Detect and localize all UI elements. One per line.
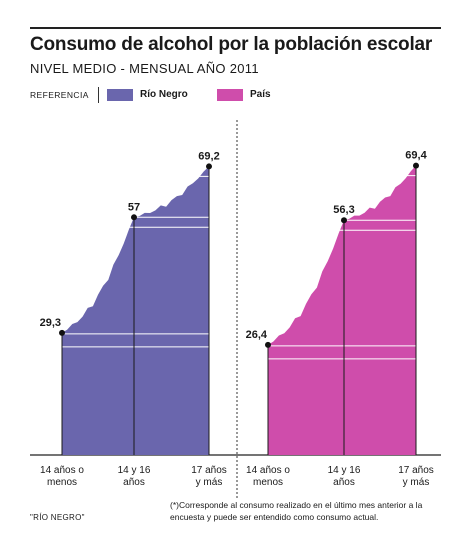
- data-label-rio-negro-1: 57: [128, 201, 140, 213]
- data-point-rio-negro-0: [59, 329, 65, 336]
- data-point-rio-negro-2: [206, 163, 212, 170]
- legend-swatch-rio-negro: [107, 89, 133, 101]
- legend-heading: REFERENCIA: [30, 90, 89, 100]
- tick-label-rio-negro-2-1: y más: [196, 477, 223, 488]
- data-label-pais-1: 56,3: [333, 204, 354, 216]
- tick-label-rio-negro-0-1: menos: [47, 477, 77, 488]
- data-point-pais-1: [341, 217, 347, 224]
- area-pais: [268, 165, 416, 455]
- tick-label-pais-0-1: menos: [253, 477, 283, 488]
- tick-label-rio-negro-0-0: 14 años o: [40, 465, 84, 476]
- title-rule: [30, 27, 441, 29]
- tick-label-rio-negro-2-0: 17 años: [191, 465, 227, 476]
- data-point-rio-negro-1: [131, 214, 137, 221]
- tick-label-pais-0-0: 14 años o: [246, 465, 290, 476]
- tick-label-pais-2-0: 17 años: [398, 465, 434, 476]
- area-rio-negro: [62, 166, 209, 455]
- legend-label-pais: País: [250, 89, 271, 100]
- data-point-pais-2: [413, 162, 419, 169]
- data-label-rio-negro-0: 29,3: [40, 317, 61, 329]
- chart-subtitle: NIVEL MEDIO - MENSUAL AÑO 2011: [30, 61, 259, 76]
- data-label-rio-negro-2: 69,2: [198, 150, 219, 162]
- source-credit: "RÍO NEGRO": [30, 513, 85, 522]
- legend-separator: [98, 87, 99, 103]
- legend-swatch-pais: [217, 89, 243, 101]
- data-label-pais-0: 26,4: [246, 329, 268, 341]
- tick-label-pais-1-0: 14 y 16: [328, 465, 361, 476]
- legend-label-rio-negro: Río Negro: [140, 89, 188, 100]
- data-point-pais-0: [265, 341, 271, 348]
- chart-title: Consumo de alcohol por la población esco…: [30, 34, 433, 55]
- tick-label-pais-2-1: y más: [403, 477, 430, 488]
- data-label-pais-2: 69,4: [405, 150, 427, 162]
- tick-label-rio-negro-1-0: 14 y 16: [118, 465, 151, 476]
- tick-label-pais-1-1: años: [333, 477, 355, 488]
- footnote: (*)Corresponde al consumo realizado en e…: [170, 500, 423, 522]
- tick-label-rio-negro-1-1: años: [123, 477, 145, 488]
